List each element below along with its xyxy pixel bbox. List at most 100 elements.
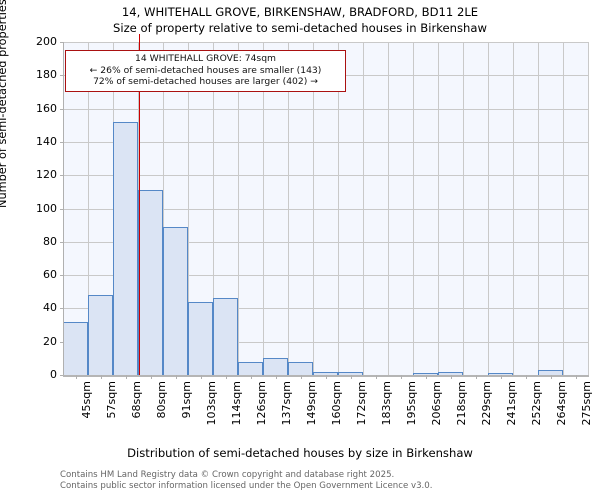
histogram-bar [163,226,188,375]
y-tick-mark [59,108,63,110]
y-tick-label: 120 [36,168,57,182]
x-tick-label: 229sqm [479,381,493,426]
x-tick-mark [100,375,102,379]
histogram-bar [488,373,513,375]
x-tick-mark [200,375,202,379]
y-tick-mark [59,275,63,277]
chart-title-primary: 14, WHITEHALL GROVE, BIRKENSHAW, BRADFOR… [121,5,479,19]
y-tick-label: 40 [43,301,57,315]
histogram-bar [138,190,163,375]
histogram-bar [288,361,313,375]
x-tick-label: 149sqm [304,381,318,426]
y-tick-label: 100 [36,201,57,215]
grid-line-horizontal [63,141,588,143]
histogram-bar [113,121,138,375]
y-axis-label: Number of semi-detached properties [0,0,9,208]
y-tick-label: 200 [36,35,57,48]
y-tick-mark [59,208,63,210]
y-tick-label: 160 [36,101,57,115]
x-tick-label: 80sqm [154,381,168,419]
histogram-bar [63,321,88,375]
footer-attribution: Contains HM Land Registry data © Crown c… [60,470,600,492]
x-axis-label: Distribution of semi-detached houses by … [127,446,473,460]
x-tick-mark [575,375,577,379]
y-tick-label: 0 [50,368,57,381]
chart-title-secondary: Size of property relative to semi-detach… [113,21,487,35]
x-tick-label: 126sqm [254,381,268,426]
x-tick-mark [500,375,502,379]
y-axis [63,42,64,376]
y-tick-label: 140 [36,134,57,148]
grid-line-horizontal [63,308,588,310]
x-tick-mark [550,375,552,379]
y-tick-label: 20 [43,334,57,348]
y-tick-label: 180 [36,68,57,82]
grid-line-horizontal [63,108,588,110]
y-tick-label: 60 [43,268,57,282]
x-tick-label: 45sqm [79,381,93,419]
x-tick-label: 172sqm [354,381,368,426]
x-tick-label: 68sqm [129,381,143,419]
annotation-larger-pct: 72% of semi-detached houses are larger (… [93,76,318,87]
x-tick-mark [525,375,527,379]
x-tick-label: 241sqm [504,381,518,426]
y-tick-mark [59,241,63,243]
y-tick-label: 80 [43,234,57,248]
x-tick-label: 137sqm [279,381,293,426]
footer-line-2: Contains public sector information licen… [60,481,433,491]
x-tick-mark [450,375,452,379]
annotation-smaller-pct: ← 26% of semi-detached houses are smalle… [89,64,322,76]
x-tick-label: 195sqm [404,381,418,426]
y-tick-mark [59,75,63,77]
x-tick-mark [375,375,377,379]
x-tick-mark [400,375,402,379]
histogram-bar [263,358,288,375]
chart-title-block: 14, WHITEHALL GROVE, BIRKENSHAW, BRADFOR… [0,4,600,36]
histogram-bar [313,371,338,375]
grid-line-horizontal [63,275,588,277]
x-tick-mark [475,375,477,379]
x-tick-mark [125,375,127,379]
grid-line-vertical [588,42,589,375]
y-tick-mark [59,42,63,43]
x-tick-mark [150,375,152,379]
x-tick-mark [350,375,352,379]
grid-line-horizontal [63,175,588,177]
x-tick-label: 160sqm [329,381,343,426]
x-tick-mark [300,375,302,379]
x-tick-label: 114sqm [229,381,243,426]
y-tick-mark [59,175,63,177]
footer-line-1: Contains HM Land Registry data © Crown c… [60,470,395,480]
x-tick-mark [325,375,327,379]
y-tick-mark [59,308,63,310]
grid-line-horizontal [63,208,588,210]
x-tick-label: 57sqm [104,381,118,419]
histogram-bar [438,371,463,375]
y-tick-mark [59,375,63,376]
annotation-box: 14 WHITEHALL GROVE: 74sqm ← 26% of semi-… [65,50,346,92]
histogram-bar [213,298,238,375]
histogram-bar [88,295,113,375]
x-tick-mark [425,375,427,379]
histogram-bar [338,371,363,375]
x-tick-mark [275,375,277,379]
grid-line-horizontal [63,341,588,343]
grid-line-horizontal [63,241,588,243]
x-tick-label: 218sqm [454,381,468,426]
histogram-bar [188,301,213,375]
x-tick-label: 275sqm [579,381,593,426]
plot-area [63,34,589,375]
x-tick-mark [75,375,77,379]
histogram-bar [238,361,263,375]
property-size-marker [138,34,141,375]
y-tick-mark [59,141,63,143]
grid-line-horizontal [63,42,588,43]
x-tick-label: 183sqm [379,381,393,426]
histogram-bar [413,373,438,375]
x-tick-label: 264sqm [554,381,568,426]
x-tick-mark [175,375,177,379]
x-tick-mark [250,375,252,379]
x-tick-mark [225,375,227,379]
histogram-bar [538,370,563,375]
